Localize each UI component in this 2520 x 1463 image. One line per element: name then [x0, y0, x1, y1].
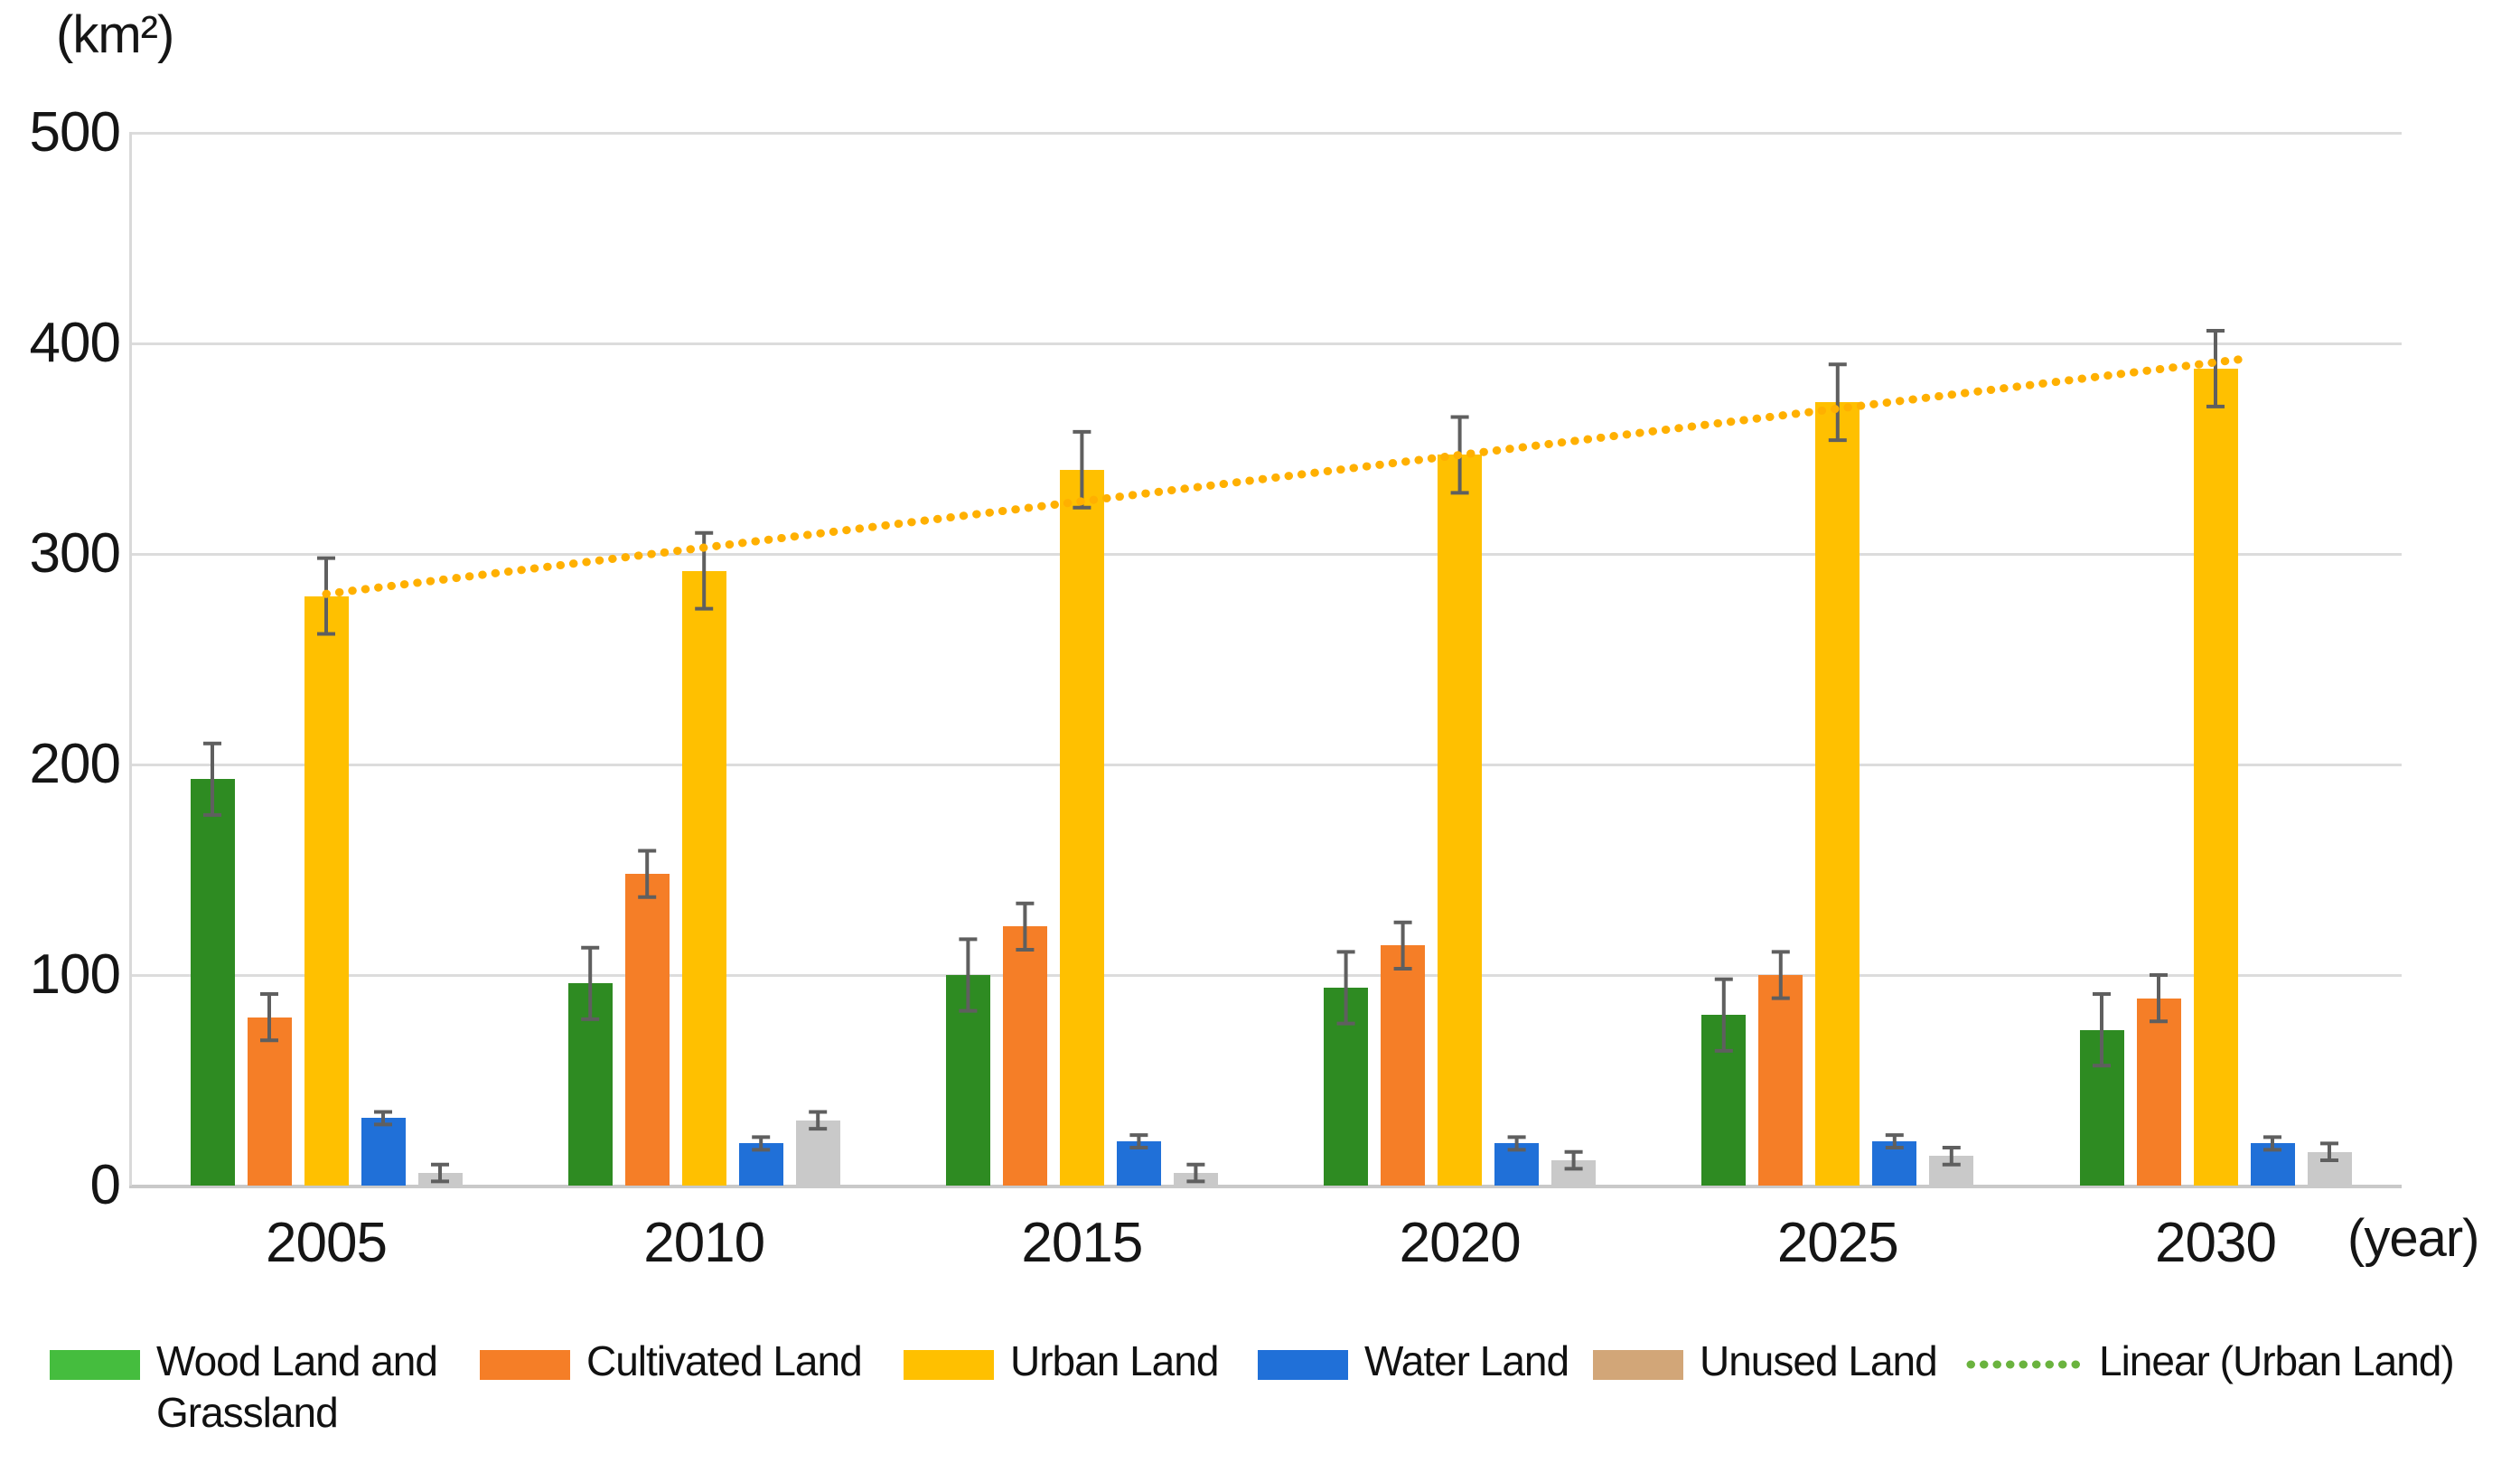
y-axis-tick-label: 300 — [29, 522, 121, 585]
bar-cultivated-land-2030 — [2136, 998, 2181, 1186]
bar-cultivated-land-2025 — [1758, 975, 1803, 1186]
legend-dotted-line-icon — [1966, 1360, 2082, 1369]
bar-unused-land-2010 — [795, 1120, 840, 1186]
x-axis-tick-label: 2015 — [1021, 1212, 1143, 1274]
bar-urban-land-2010 — [681, 570, 726, 1186]
bar-urban-land-2025 — [1815, 402, 1860, 1186]
x-axis-unit-label: (year) — [2347, 1209, 2479, 1268]
x-axis-tick-label: 2010 — [643, 1212, 765, 1274]
y-axis-unit-label: (km²) — [56, 5, 174, 64]
legend-item-wood-land-and-grassland: Wood Land and Grassland — [50, 1336, 438, 1439]
gridline-400 — [129, 342, 2402, 345]
x-axis-tick-label: 2020 — [1399, 1212, 1522, 1274]
legend-item-urban-land: Urban Land — [904, 1336, 1219, 1387]
bar-cultivated-land-2005 — [247, 1017, 292, 1186]
x-axis-tick-label: 2030 — [2155, 1212, 2277, 1274]
legend-item-unused-land: Unused Land — [1593, 1336, 1938, 1387]
legend-item-cultivated-land: Cultivated Land — [480, 1336, 863, 1387]
y-axis-tick-label: 200 — [29, 733, 121, 795]
legend-swatch-unused-land — [1593, 1350, 1683, 1380]
trendline-linear-urban-land — [322, 353, 2254, 598]
x-axis-tick-label: 2025 — [1776, 1212, 1899, 1274]
bar-cultivated-land-2020 — [1381, 945, 1426, 1186]
gridline-200 — [129, 764, 2402, 766]
bar-urban-land-2015 — [1059, 469, 1104, 1186]
bar-urban-land-2020 — [1438, 455, 1483, 1186]
bar-urban-land-2005 — [304, 596, 349, 1186]
legend-swatch-water-land — [1258, 1350, 1348, 1380]
gridline-100 — [129, 974, 2402, 977]
legend-label-urban-land: Urban Land — [1010, 1337, 1219, 1384]
bar-water-land-2005 — [361, 1118, 406, 1186]
legend-label-unused-land: Unused Land — [1700, 1337, 1938, 1384]
legend-item-linear-urban-land-: Linear (Urban Land) — [1965, 1336, 2455, 1387]
legend-swatch-wood-land-and-grassland — [50, 1350, 140, 1380]
bar-cultivated-land-2010 — [624, 874, 670, 1186]
x-axis-tick-label: 2005 — [266, 1212, 388, 1274]
bar-cultivated-land-2015 — [1002, 926, 1047, 1186]
legend-label-linear-urban-land-: Linear (Urban Land) — [2099, 1337, 2455, 1384]
legend-swatch-cultivated-land — [480, 1350, 570, 1380]
legend-label-water-land: Water Land — [1364, 1337, 1569, 1384]
y-axis-tick-label: 400 — [29, 312, 121, 374]
y-axis-line — [129, 132, 132, 1186]
legend-label-wood-land-and-grassland: Wood Land and Grassland — [156, 1337, 438, 1436]
legend-item-water-land: Water Land — [1258, 1336, 1569, 1387]
bar-urban-land-2030 — [2193, 368, 2238, 1186]
x-axis-line — [129, 1185, 2402, 1188]
y-axis-tick-label: 500 — [29, 101, 121, 164]
legend-label-cultivated-land: Cultivated Land — [586, 1337, 863, 1384]
bar-wood-land-and-grassland-2005 — [190, 779, 235, 1186]
y-axis-tick-label: 0 — [89, 1154, 121, 1216]
gridline-500 — [129, 132, 2402, 135]
legend-swatch-urban-land — [904, 1350, 994, 1380]
y-axis-tick-label: 100 — [29, 943, 121, 1006]
legend: Wood Land and Grassland Cultivated Land Urb… — [0, 1336, 2520, 1463]
gridline-300 — [129, 553, 2402, 556]
